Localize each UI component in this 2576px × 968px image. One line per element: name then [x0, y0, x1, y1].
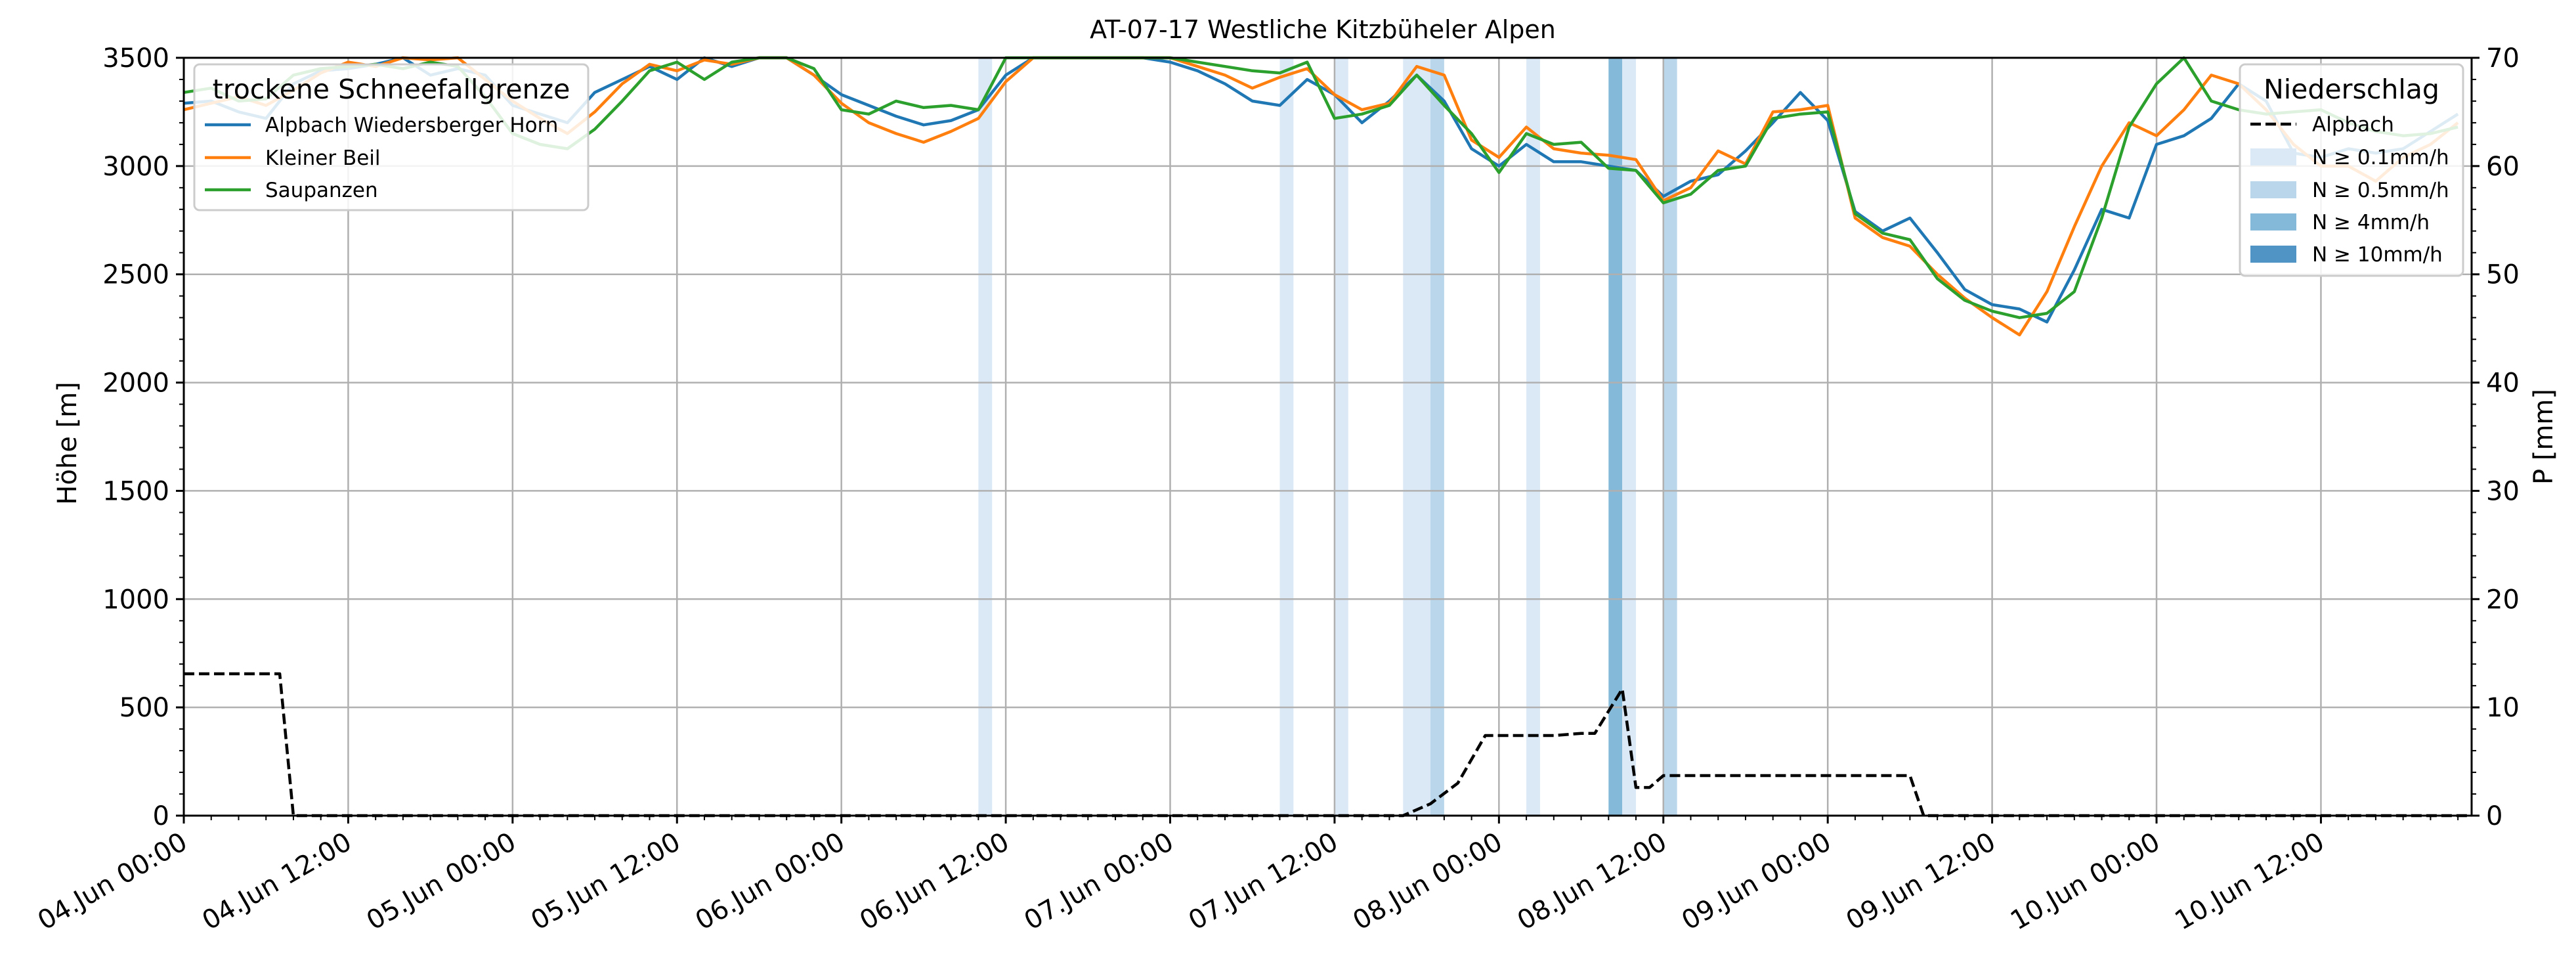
legend-right-swatch-3: [2250, 213, 2296, 231]
legend-left-box: [193, 63, 590, 211]
y-tick-label-right: 0: [2486, 801, 2502, 831]
legend-right-title: Niederschlag: [2264, 74, 2439, 105]
legend-left-entry-2: Saupanzen: [265, 179, 378, 202]
y-tick-label-right: 40: [2486, 368, 2520, 399]
legend-right-swatch-2: [2250, 181, 2296, 198]
y-axis-label-left: Höhe [m]: [53, 382, 83, 504]
y-tick-label-left: 2500: [102, 260, 169, 290]
legend-left-title: trockene Schneefallgrenze: [213, 74, 570, 105]
plot-frame: [182, 56, 2473, 817]
precip-band: [1430, 58, 1444, 816]
y-tick-label-right: 60: [2486, 152, 2520, 182]
y-tick-label-left: 3000: [102, 152, 169, 182]
precip-bands: [978, 58, 1677, 816]
precip-band: [1526, 58, 1540, 816]
precip-band: [1622, 58, 1637, 816]
precip-band: [1279, 58, 1294, 816]
y-tick-label-left: 3500: [102, 43, 169, 74]
legend-right-entry-1: N ≥ 0.1mm/h: [2312, 146, 2449, 169]
y-tick-label-right: 30: [2486, 476, 2520, 506]
legend-right: Niederschlag Alpbach N ≥ 0.1mm/h N ≥ 0.5…: [2239, 63, 2464, 277]
precip-band: [1334, 58, 1348, 816]
y-tick-label-left: 500: [119, 693, 169, 723]
grid: [182, 56, 2472, 817]
y-tick-label-left: 1000: [102, 584, 169, 615]
y-tick-label-left: 0: [153, 801, 169, 831]
legend-left-entry-1: Kleiner Beil: [265, 146, 381, 170]
chart-title: AT-07-17 Westliche Kitzbüheler Alpen: [1090, 15, 1556, 44]
y-tick-label-right: 20: [2486, 584, 2520, 615]
y-tick-label-right: 50: [2486, 260, 2520, 290]
precip-band: [1663, 58, 1677, 816]
legend-right-entry-3: N ≥ 4mm/h: [2312, 211, 2430, 234]
legend-right-entry-2: N ≥ 0.5mm/h: [2312, 179, 2449, 202]
y-axis-label-right: P [mm]: [2529, 389, 2559, 485]
y-tick-label-right: 70: [2486, 43, 2520, 74]
legend-left: trockene Schneefallgrenze Alpbach Wieder…: [193, 63, 590, 211]
precip-band: [1608, 58, 1623, 816]
precip-band: [978, 58, 993, 816]
y-tick-label-left: 1500: [102, 476, 169, 506]
legend-left-entry-0: Alpbach Wiedersberger Horn: [265, 114, 558, 137]
y-tick-label-left: 2000: [102, 368, 169, 399]
legend-right-entry-4: N ≥ 10mm/h: [2312, 243, 2443, 267]
y-tick-label-right: 10: [2486, 693, 2520, 723]
legend-right-swatch-1: [2250, 148, 2296, 165]
precip-band: [1403, 58, 1431, 816]
legend-right-swatch-4: [2250, 246, 2296, 263]
legend-right-entry-0: Alpbach: [2312, 113, 2394, 137]
